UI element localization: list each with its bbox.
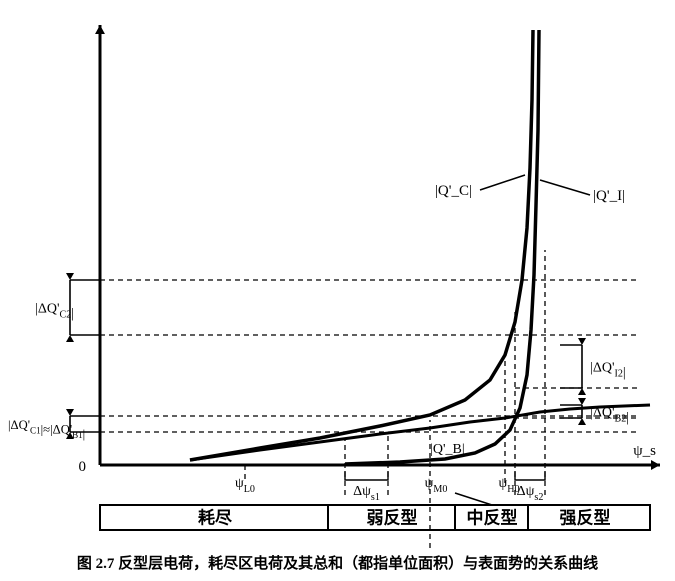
region-strong_inv: 强反型: [560, 508, 611, 528]
label-QI: |Q'_I|: [593, 188, 625, 204]
figure-caption: 图 2.7 反型层电荷，耗尽区电荷及其总和（都指单位面积）与表面势的关系曲线: [77, 554, 598, 572]
x-axis-label: ψ_s: [633, 443, 656, 459]
label-QC: |Q'_C|: [435, 183, 472, 199]
charge-vs-surface-potential-figure: |Q'_C||Q'_I||Q'_B||ΔQ'C2||ΔQ'C1|≈|ΔQ'B1|…: [0, 0, 675, 581]
label-QB: |Q'_B|: [430, 442, 465, 457]
origin-zero: 0: [79, 459, 87, 475]
region-weak_inv: 弱反型: [367, 508, 418, 528]
region-depletion: 耗尽: [198, 508, 233, 528]
region-moderate_inv: 中反型: [467, 508, 518, 528]
